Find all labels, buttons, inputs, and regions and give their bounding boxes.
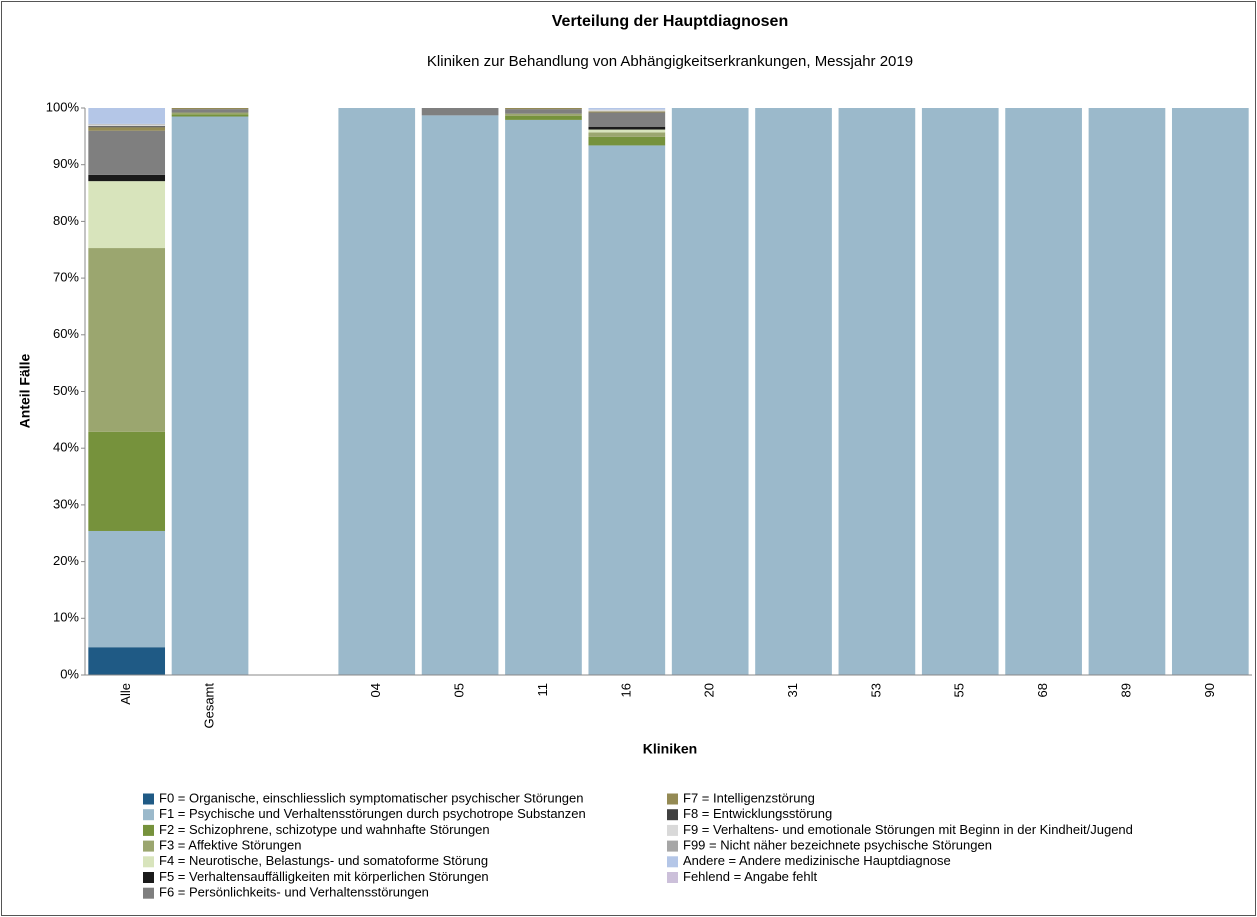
bar-segment [338, 108, 416, 675]
legend-label: F99 = Nicht näher bezeichnete psychische… [683, 838, 992, 853]
bar-segment [588, 132, 666, 137]
legend-label: F7 = Intelligenzstörung [683, 790, 815, 805]
legend-swatch [667, 872, 678, 883]
legend-label: F5 = Verhaltensauffälligkeiten mit körpe… [159, 869, 489, 884]
bar-segment [88, 248, 166, 432]
bar-segment [1171, 108, 1249, 675]
legend-label: F0 = Organische, einschliesslich symptom… [159, 790, 584, 805]
legend-label: Andere = Andere medizinische Hauptdiagno… [683, 853, 951, 868]
x-tick-label: 53 [868, 683, 883, 697]
bar-segment [88, 130, 166, 175]
legend-swatch [667, 793, 678, 805]
y-tick-label: 100% [46, 99, 80, 114]
bar-segment [588, 109, 666, 112]
legend-label: F1 = Psychische und Verhaltensstörungen … [159, 806, 586, 821]
bar-segment [921, 108, 999, 675]
y-tick-label: 60% [53, 326, 79, 341]
y-tick-label: 40% [53, 440, 79, 455]
x-tick-label: 68 [1035, 683, 1050, 697]
bar-segment [88, 126, 166, 128]
x-tick-label: Gesamt [201, 683, 216, 729]
bar-segment [171, 114, 249, 117]
bar-segment [171, 112, 249, 115]
bar-segment [505, 113, 582, 116]
bar-segment [505, 119, 582, 676]
legend-swatch [143, 793, 154, 805]
bar-segment [838, 108, 916, 675]
bar-segment [88, 530, 166, 648]
legend-swatch [143, 809, 154, 821]
y-tick-label: 20% [53, 553, 79, 568]
legend-label: Fehlend = Angabe fehlt [683, 869, 817, 884]
bar-segment [88, 108, 166, 124]
legend-label: F3 = Affektive Störungen [159, 838, 302, 853]
bar-segment [588, 126, 666, 130]
bar-segment [588, 129, 666, 133]
legend-label: F2 = Schizophrene, schizotype und wahnha… [159, 822, 490, 837]
legend-label: F4 = Neurotische, Belastungs- und somato… [159, 853, 488, 868]
bar-segment [421, 108, 499, 116]
y-tick-label: 50% [53, 383, 79, 398]
y-tick-label: 10% [53, 610, 79, 625]
bar-segment [171, 116, 249, 675]
bar-segment [755, 108, 832, 675]
y-axis-label: Anteil Fälle [17, 353, 33, 428]
x-axis-label: Kliniken [643, 741, 697, 757]
x-tick-label: 20 [702, 683, 717, 697]
bar-segment [588, 111, 666, 113]
chart-subtitle: Kliniken zur Behandlung von Abhängigkeit… [427, 53, 913, 70]
x-tick-label: 31 [785, 683, 800, 697]
y-tick-label: 30% [53, 496, 79, 511]
bar-segment [171, 109, 249, 113]
x-tick-label: 89 [1118, 683, 1133, 697]
legend-swatch [667, 824, 678, 836]
bar-segment [1005, 108, 1082, 675]
bar-segment [588, 136, 666, 146]
bar-segment [588, 145, 666, 675]
bar-segment [505, 109, 582, 114]
bar-segment [588, 108, 666, 110]
y-tick-label: 0% [60, 666, 79, 681]
x-tick-label: 55 [952, 683, 967, 697]
legend-swatch [667, 840, 678, 852]
x-tick-label: 90 [1202, 683, 1217, 697]
legend-swatch [143, 856, 154, 868]
legend-label: F9 = Verhaltens- und emotionale Störunge… [683, 822, 1133, 837]
legend-swatch [143, 887, 154, 899]
x-tick-label: Alle [118, 683, 133, 705]
legend-swatch [143, 872, 154, 883]
y-tick-label: 80% [53, 213, 79, 228]
chart-title: Verteilung der Hauptdiagnosen [552, 13, 788, 30]
bar-segment [88, 174, 166, 182]
bar-segment [588, 112, 666, 127]
x-tick-label: 11 [535, 683, 550, 697]
legend-swatch [143, 824, 154, 836]
x-tick-label: 05 [452, 683, 467, 697]
legend-swatch [143, 840, 154, 852]
bar-segment [1088, 108, 1166, 675]
x-tick-label: 04 [368, 683, 383, 697]
bar-segment [88, 181, 166, 249]
bar-segment [88, 127, 166, 131]
y-tick-label: 70% [53, 270, 79, 285]
bar-segment [171, 108, 249, 110]
bar-segment [88, 123, 166, 125]
bar-segment [88, 431, 166, 531]
bar-segment [505, 115, 582, 120]
bar-segment [505, 108, 582, 110]
legend-label: F6 = Persönlichkeits- und Verhaltensstör… [159, 885, 429, 900]
legend-swatch [667, 856, 678, 868]
x-tick-label: 16 [618, 683, 633, 697]
bar-segment [88, 124, 166, 127]
legend-swatch [667, 809, 678, 821]
bar-segment [421, 115, 499, 676]
bar-segment [88, 647, 166, 675]
bar-segment [671, 108, 749, 675]
y-tick-label: 90% [53, 156, 79, 171]
legend-label: F8 = Entwicklungsstörung [683, 806, 832, 821]
